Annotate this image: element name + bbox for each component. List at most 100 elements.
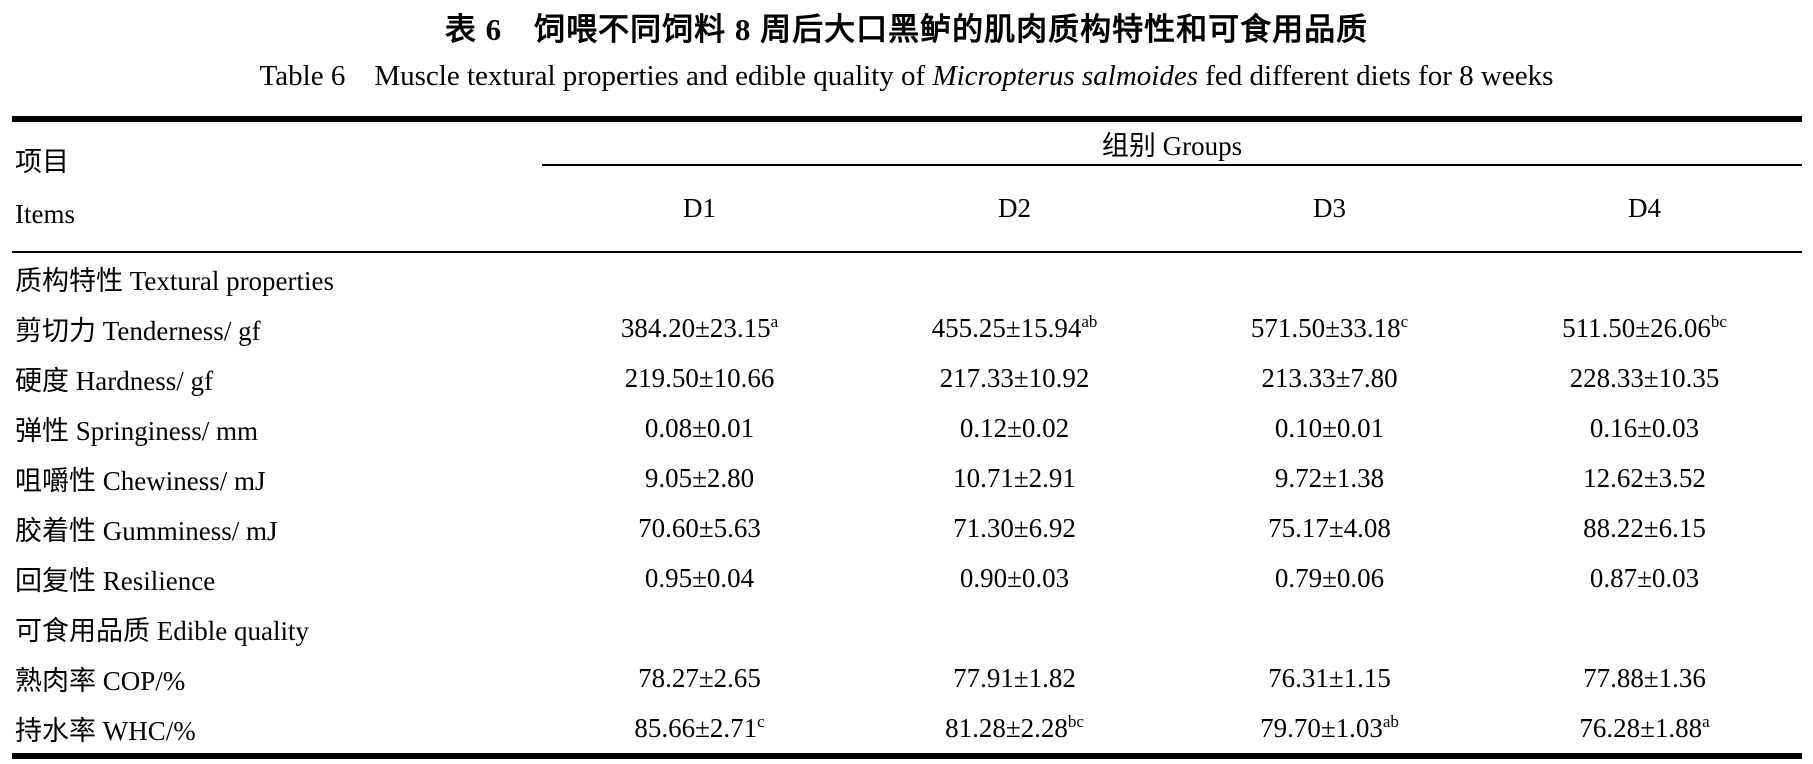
value-text: 85.66±2.71 bbox=[634, 712, 758, 743]
value-cell: 571.50±33.18c bbox=[1172, 303, 1487, 353]
value-text: 9.05±2.80 bbox=[644, 462, 755, 493]
row-label: 胶着性 Gumminess/ mJ bbox=[15, 515, 278, 546]
value-cell: 0.87±0.03 bbox=[1487, 553, 1802, 603]
value-superscript: bc bbox=[1710, 311, 1727, 331]
value-superscript: ab bbox=[1382, 711, 1399, 731]
table-row: 硬度 Hardness/ gf 219.50±10.66 217.33±10.9… bbox=[12, 353, 1802, 403]
value-text: 213.33±7.80 bbox=[1261, 362, 1398, 393]
groups-header-cell: 组别 Groups bbox=[542, 119, 1802, 166]
results-table: 项目 Items 组别 Groups D1 D2 D3 D4 质构特性 Text… bbox=[12, 116, 1802, 759]
value-text: 79.70±1.03 bbox=[1260, 712, 1383, 743]
value-cell: 77.88±1.36 bbox=[1487, 653, 1802, 703]
value-text: 0.16±0.03 bbox=[1589, 412, 1700, 443]
items-header-en: Items bbox=[15, 198, 75, 229]
value-text: 76.28±1.88 bbox=[1579, 712, 1703, 743]
value-superscript: c bbox=[1400, 311, 1409, 331]
value-text: 455.25±15.94 bbox=[931, 312, 1082, 343]
value-text: 70.60±5.63 bbox=[638, 512, 761, 543]
row-label: 熟肉率 COP/% bbox=[15, 665, 186, 696]
value-cell: 511.50±26.06bc bbox=[1487, 303, 1802, 353]
value-text: 0.08±0.01 bbox=[644, 412, 755, 443]
value-cell: 85.66±2.71c bbox=[542, 703, 857, 756]
value-cell bbox=[1172, 603, 1487, 653]
value-cell: 76.31±1.15 bbox=[1172, 653, 1487, 703]
value-text: 571.50±33.18 bbox=[1250, 312, 1401, 343]
value-cell bbox=[1487, 603, 1802, 653]
value-cell: 12.62±3.52 bbox=[1487, 453, 1802, 503]
header-row-columns: D1 D2 D3 D4 bbox=[12, 165, 1802, 253]
column-header-d1: D1 bbox=[542, 165, 857, 253]
row-label: 弹性 Springiness/ mm bbox=[15, 415, 259, 446]
value-text: 511.50±26.06 bbox=[1562, 312, 1711, 343]
row-label: 持水率 WHC/% bbox=[15, 715, 196, 746]
column-header-d2: D2 bbox=[857, 165, 1172, 253]
value-text: 9.72±1.38 bbox=[1274, 462, 1385, 493]
table-title-en: Table 6 Muscle textural properties and e… bbox=[12, 57, 1801, 95]
value-cell: 75.17±4.08 bbox=[1172, 503, 1487, 553]
value-cell: 9.72±1.38 bbox=[1172, 453, 1487, 503]
value-cell: 0.16±0.03 bbox=[1487, 403, 1802, 453]
value-text: 0.12±0.02 bbox=[959, 412, 1070, 443]
table-row: 弹性 Springiness/ mm 0.08±0.01 0.12±0.02 0… bbox=[12, 403, 1802, 453]
value-text: 77.88±1.36 bbox=[1583, 662, 1706, 693]
value-cell: 0.08±0.01 bbox=[542, 403, 857, 453]
table-row: 胶着性 Gumminess/ mJ 70.60±5.63 71.30±6.92 … bbox=[12, 503, 1802, 553]
row-label: 可食用品质 Edible quality bbox=[15, 615, 309, 646]
value-cell: 0.95±0.04 bbox=[542, 553, 857, 603]
value-cell: 78.27±2.65 bbox=[542, 653, 857, 703]
column-header-d4: D4 bbox=[1487, 165, 1802, 253]
value-text: 0.90±0.03 bbox=[959, 562, 1070, 593]
value-cell: 10.71±2.91 bbox=[857, 453, 1172, 503]
value-cell: 219.50±10.66 bbox=[542, 353, 857, 403]
value-cell bbox=[857, 252, 1172, 303]
value-text: 217.33±10.92 bbox=[939, 362, 1090, 393]
value-text: 76.31±1.15 bbox=[1268, 662, 1391, 693]
table-row: 剪切力 Tenderness/ gf 384.20±23.15a 455.25±… bbox=[12, 303, 1802, 353]
value-superscript: c bbox=[757, 711, 765, 731]
row-label: 回复性 Resilience bbox=[15, 565, 216, 596]
row-label: 质构特性 Textural properties bbox=[15, 265, 335, 296]
value-superscript: a bbox=[770, 311, 779, 331]
row-label: 硬度 Hardness/ gf bbox=[15, 365, 213, 396]
value-cell: 9.05±2.80 bbox=[542, 453, 857, 503]
value-text: 78.27±2.65 bbox=[638, 662, 761, 693]
value-text: 88.22±6.15 bbox=[1583, 512, 1706, 543]
value-text: 0.87±0.03 bbox=[1589, 562, 1700, 593]
value-cell: 81.28±2.28bc bbox=[857, 703, 1172, 756]
value-text: 77.91±1.82 bbox=[953, 662, 1076, 693]
table-title-zh: 表 6 饲喂不同饲料 8 周后大口黑鲈的肌肉质构特性和可食用品质 bbox=[444, 12, 1369, 47]
items-header-zh: 项目 bbox=[15, 146, 69, 177]
table-row: 咀嚼性 Chewiness/ mJ 9.05±2.80 10.71±2.91 9… bbox=[12, 453, 1802, 503]
items-header-cell: 项目 Items bbox=[12, 119, 542, 253]
value-text: 228.33±10.35 bbox=[1569, 362, 1720, 393]
value-text: 384.20±23.15 bbox=[620, 312, 771, 343]
value-cell: 0.90±0.03 bbox=[857, 553, 1172, 603]
value-cell: 213.33±7.80 bbox=[1172, 353, 1487, 403]
value-text: 0.79±0.06 bbox=[1274, 562, 1385, 593]
table-row: 质构特性 Textural properties bbox=[12, 252, 1802, 303]
value-cell bbox=[1172, 252, 1487, 303]
species-name: Micropterus salmoides bbox=[932, 60, 1198, 92]
value-superscript: ab bbox=[1081, 311, 1098, 331]
value-cell: 88.22±6.15 bbox=[1487, 503, 1802, 553]
value-cell bbox=[857, 603, 1172, 653]
value-cell: 217.33±10.92 bbox=[857, 353, 1172, 403]
value-text: 75.17±4.08 bbox=[1268, 512, 1391, 543]
value-text: 219.50±10.66 bbox=[624, 362, 775, 393]
value-text: 71.30±6.92 bbox=[953, 512, 1076, 543]
value-cell: 455.25±15.94ab bbox=[857, 303, 1172, 353]
value-cell bbox=[1487, 252, 1802, 303]
table-title-en-prefix: Table 6 Muscle textural properties and e… bbox=[259, 60, 933, 92]
value-cell: 79.70±1.03ab bbox=[1172, 703, 1487, 756]
value-text: 10.71±2.91 bbox=[953, 462, 1076, 493]
value-cell: 0.10±0.01 bbox=[1172, 403, 1487, 453]
column-header-d3: D3 bbox=[1172, 165, 1487, 253]
header-row-groups: 项目 Items 组别 Groups bbox=[12, 119, 1802, 253]
row-label: 咀嚼性 Chewiness/ mJ bbox=[15, 465, 266, 496]
table-header: 项目 Items 组别 Groups D1 D2 D3 D4 bbox=[12, 119, 1802, 253]
row-label: 剪切力 Tenderness/ gf bbox=[15, 315, 261, 346]
table-body: 质构特性 Textural properties 剪切力 Tenderness/… bbox=[12, 252, 1802, 756]
value-cell: 228.33±10.35 bbox=[1487, 353, 1802, 403]
table-row: 回复性 Resilience 0.95±0.04 0.90±0.03 0.79±… bbox=[12, 553, 1802, 603]
